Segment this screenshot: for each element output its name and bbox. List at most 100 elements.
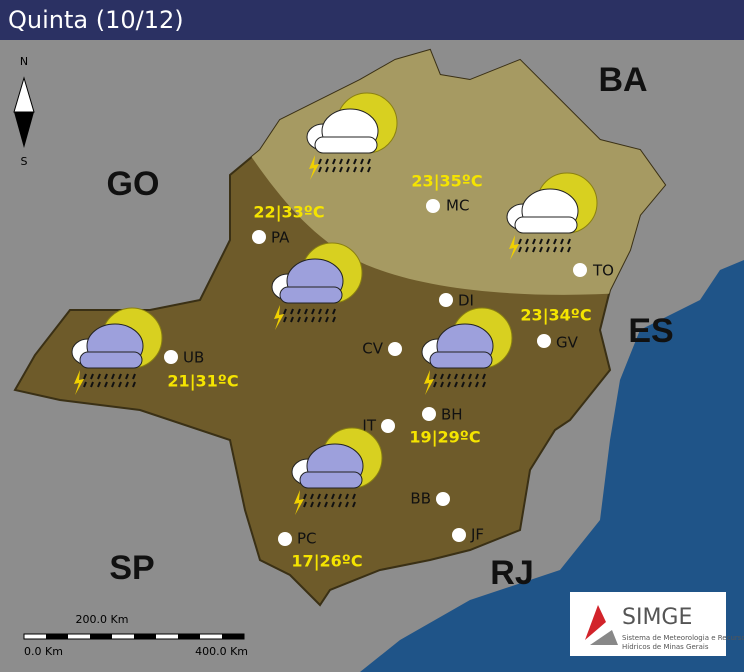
cloud <box>279 286 343 304</box>
rain <box>318 158 322 165</box>
city-marker <box>439 293 453 307</box>
rain <box>447 373 451 380</box>
rain <box>338 493 342 500</box>
rain <box>331 501 335 508</box>
rain <box>332 166 336 173</box>
rain <box>560 238 564 245</box>
rain <box>332 316 336 323</box>
scale-bar-segment <box>134 634 156 639</box>
scale-bar: 200.0 Km 0.0 Km 400.0 Km <box>23 613 248 658</box>
temperature-label: 17|26ºC <box>291 552 362 572</box>
cloud <box>79 351 143 369</box>
city-label: PC <box>297 530 317 548</box>
rain <box>283 316 287 323</box>
compass: N S <box>13 55 35 168</box>
state-label: SP <box>109 549 154 587</box>
rain <box>518 238 522 245</box>
city-marker <box>278 532 292 546</box>
city-label: IT <box>362 417 376 435</box>
rain <box>440 373 444 380</box>
rain <box>324 501 328 508</box>
rain <box>539 238 543 245</box>
rain <box>325 316 329 323</box>
rain <box>90 373 94 380</box>
temperature-label: 19|29ºC <box>409 428 480 448</box>
rain <box>482 373 486 380</box>
scale-bar-segment <box>222 634 244 639</box>
rain <box>360 166 364 173</box>
logo-mark <box>585 605 606 640</box>
rain <box>324 493 328 500</box>
rain <box>339 158 343 165</box>
rain <box>97 381 101 388</box>
lightning <box>74 370 84 395</box>
ocean <box>360 260 744 672</box>
lightning <box>274 305 284 330</box>
rain <box>468 381 472 388</box>
rain <box>311 316 315 323</box>
compass-n: N <box>20 55 28 68</box>
weather-icon <box>506 172 598 260</box>
rain <box>125 373 129 380</box>
rain <box>325 308 329 315</box>
rain <box>461 381 465 388</box>
city-label: BH <box>441 406 463 424</box>
lightning <box>509 235 519 260</box>
city-marker <box>452 528 466 542</box>
temperature-label: 22|33ºC <box>253 203 324 223</box>
rain <box>553 246 557 253</box>
header-title: Quinta (10/12) <box>8 6 184 34</box>
scale-bar-segment <box>46 634 68 639</box>
rain <box>518 246 522 253</box>
rain <box>433 381 437 388</box>
cloud <box>429 351 493 369</box>
rain <box>346 166 350 173</box>
rain <box>111 373 115 380</box>
lightning <box>424 370 434 395</box>
rain <box>468 373 472 380</box>
weather-icon <box>306 92 398 180</box>
rain <box>118 373 122 380</box>
rain <box>339 166 343 173</box>
state-label: BA <box>598 61 647 99</box>
city-label: DI <box>458 292 474 310</box>
rain <box>352 493 356 500</box>
rain <box>297 316 301 323</box>
city-label: CV <box>362 340 383 358</box>
rain <box>325 158 329 165</box>
rain <box>125 381 129 388</box>
rain <box>532 238 536 245</box>
rain <box>475 373 479 380</box>
cloud <box>514 216 578 234</box>
city-marker <box>422 407 436 421</box>
scale-label: 0.0 Km <box>24 645 63 658</box>
city-marker <box>381 419 395 433</box>
city-label: GV <box>556 334 579 352</box>
cloud <box>314 136 378 154</box>
city-marker <box>164 350 178 364</box>
scale-bar-segment <box>90 634 112 639</box>
rain <box>367 166 371 173</box>
logo-mark <box>590 630 618 645</box>
city-marker <box>252 230 266 244</box>
rain <box>433 373 437 380</box>
lightning <box>309 155 319 180</box>
city-marker <box>573 263 587 277</box>
rain <box>367 158 371 165</box>
header-bar <box>0 0 744 40</box>
scale-bar-segment <box>178 634 200 639</box>
rain <box>318 316 322 323</box>
rain <box>90 381 94 388</box>
city-marker <box>426 199 440 213</box>
rain <box>338 501 342 508</box>
rain <box>345 501 349 508</box>
logo: SIMGE Sistema de Meteorologia e Recursos… <box>570 592 744 656</box>
scale-label: 200.0 Km <box>76 613 129 626</box>
rain <box>331 493 335 500</box>
state-label: RJ <box>490 554 533 592</box>
rain <box>317 493 321 500</box>
lightning <box>294 490 304 515</box>
state-label: GO <box>107 165 160 203</box>
cloud <box>299 471 363 489</box>
